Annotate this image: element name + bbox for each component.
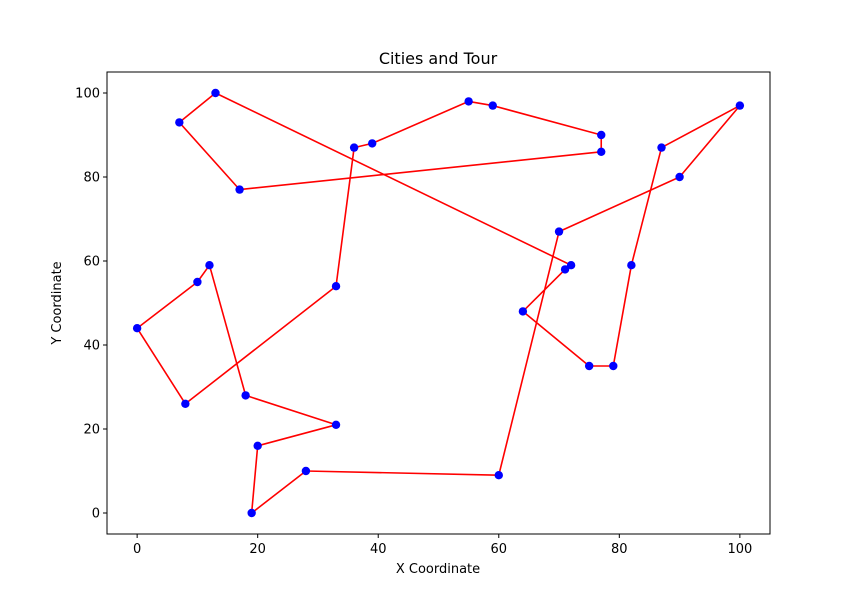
x-axis-title: X Coordinate bbox=[396, 562, 480, 577]
city-point bbox=[235, 185, 244, 194]
city-point bbox=[132, 324, 142, 333]
y-axis-ticks: 0 20 40 60 80 100 bbox=[75, 87, 107, 522]
y-tick-label: 60 bbox=[83, 255, 100, 270]
y-tick-label: 20 bbox=[83, 423, 100, 438]
city-point bbox=[253, 441, 262, 450]
city-point bbox=[560, 265, 570, 274]
city-point bbox=[518, 307, 528, 316]
tour-segment bbox=[178, 121, 241, 191]
tour-segment bbox=[497, 230, 560, 477]
tour-segment bbox=[238, 151, 603, 191]
city-point bbox=[488, 101, 497, 110]
x-tick-label: 20 bbox=[249, 542, 266, 557]
tour-segment bbox=[178, 92, 217, 124]
tour-segment bbox=[371, 100, 470, 145]
y-axis-title: Y Coordinate bbox=[50, 261, 65, 345]
city-point bbox=[566, 261, 576, 270]
tour-segment bbox=[491, 104, 603, 136]
x-tick-label: 80 bbox=[611, 542, 628, 557]
city-point bbox=[494, 471, 503, 480]
y-tick-label: 80 bbox=[83, 171, 100, 186]
tour-segment bbox=[335, 146, 355, 288]
y-tick-label: 100 bbox=[75, 87, 100, 102]
city-point bbox=[193, 277, 202, 287]
tour-segment bbox=[678, 104, 741, 178]
city-point bbox=[175, 118, 184, 127]
city-point bbox=[597, 147, 606, 156]
city-point bbox=[301, 466, 311, 476]
tour-segment bbox=[136, 327, 187, 405]
tour-segment bbox=[558, 176, 681, 233]
tour-segment bbox=[250, 470, 307, 514]
y-tick-label: 0 bbox=[92, 507, 100, 522]
tour-segment bbox=[136, 281, 199, 330]
city-point bbox=[368, 139, 377, 148]
tour-segment bbox=[250, 444, 259, 514]
tour-layer bbox=[136, 92, 741, 514]
tour-segment bbox=[305, 470, 500, 477]
tour-segment bbox=[208, 264, 247, 397]
x-axis-ticks: 0 20 40 60 80 100 bbox=[133, 534, 752, 557]
city-point bbox=[247, 508, 256, 518]
tour-segment bbox=[612, 264, 633, 367]
chart-title: Cities and Tour bbox=[379, 49, 498, 68]
tour-segment bbox=[256, 423, 337, 447]
city-point bbox=[331, 420, 341, 429]
x-tick-label: 0 bbox=[133, 542, 141, 557]
tour-segment bbox=[660, 104, 741, 149]
city-point bbox=[735, 101, 745, 110]
tour-segment bbox=[630, 146, 663, 267]
city-point bbox=[627, 261, 636, 270]
city-point bbox=[331, 282, 341, 291]
city-point bbox=[181, 399, 190, 408]
tour-segment bbox=[184, 285, 337, 405]
tour-segment bbox=[244, 394, 337, 426]
city-point bbox=[675, 172, 684, 182]
tour-segment bbox=[522, 310, 590, 367]
city-point bbox=[464, 97, 473, 106]
plot-area bbox=[106, 71, 771, 535]
city-point bbox=[211, 88, 220, 98]
city-point bbox=[584, 361, 594, 371]
x-tick-label: 40 bbox=[370, 542, 387, 557]
y-tick-label: 40 bbox=[83, 339, 100, 354]
city-point bbox=[609, 361, 618, 371]
x-tick-label: 60 bbox=[490, 542, 507, 557]
city-point bbox=[657, 143, 666, 152]
city-point bbox=[349, 143, 359, 152]
axes-frame bbox=[106, 71, 771, 535]
city-points bbox=[132, 88, 745, 518]
city-point bbox=[597, 130, 606, 140]
city-point bbox=[241, 391, 250, 400]
x-tick-label: 100 bbox=[727, 542, 752, 557]
tour-segment bbox=[214, 92, 572, 267]
city-point bbox=[205, 261, 214, 270]
city-point bbox=[554, 227, 564, 236]
